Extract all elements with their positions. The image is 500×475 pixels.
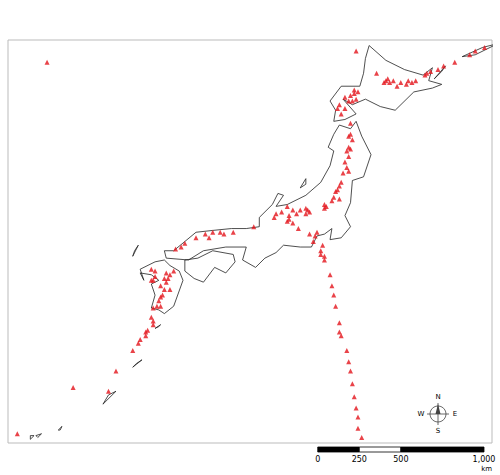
svg-text:250: 250 [352, 455, 367, 464]
svg-text:0: 0 [315, 455, 320, 464]
svg-text:N: N [435, 393, 440, 401]
svg-text:1,000: 1,000 [473, 455, 496, 464]
svg-text:500: 500 [393, 455, 408, 464]
svg-text:W: W [418, 410, 425, 418]
svg-text:S: S [436, 427, 441, 435]
svg-text:E: E [453, 410, 457, 418]
svg-text:km: km [481, 465, 492, 473]
